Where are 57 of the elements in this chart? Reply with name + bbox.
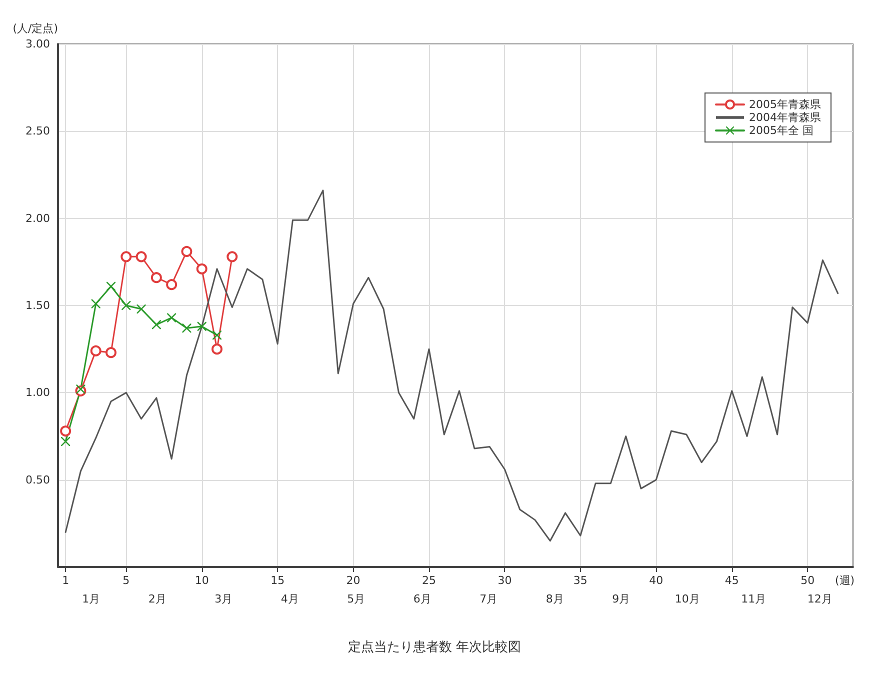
point (226, 251, 238, 262)
x-tick-label: 50 (800, 574, 815, 587)
text: 定点当たり患者数 年次比較図 (348, 640, 522, 655)
point (166, 279, 178, 290)
text: 9月 (612, 592, 630, 606)
text: 5月 (347, 592, 366, 606)
point (152, 320, 161, 330)
text: 1月 (82, 592, 100, 606)
y-tick-label: 2.00 (26, 212, 50, 225)
x-tick-label: 10 (194, 574, 209, 587)
point (212, 330, 222, 340)
text: 4月 (280, 592, 299, 606)
point (122, 301, 131, 310)
point (167, 313, 176, 322)
x-tick-label: 35 (573, 574, 588, 587)
x-axis-title: (週) (835, 574, 855, 587)
text: 11月 (741, 592, 766, 606)
point (197, 322, 206, 331)
text: 10月 (674, 592, 700, 606)
x-tick-label: 25 (422, 574, 436, 587)
x-tick-label: 40 (649, 574, 664, 587)
point (106, 347, 116, 358)
point (60, 426, 72, 437)
point (196, 263, 208, 274)
text: 7月 (480, 592, 498, 606)
point (120, 251, 132, 262)
point (182, 324, 192, 333)
text: 6月 (413, 592, 432, 606)
legend-label: 2005年青森県 (749, 98, 822, 111)
x-tick-label: 20 (346, 574, 360, 587)
x-tick-label: 15 (270, 574, 285, 587)
point (90, 345, 102, 356)
legend-label: 2005年全 国 (749, 124, 814, 137)
point (91, 299, 100, 308)
line-series (64, 190, 839, 542)
point (136, 251, 147, 262)
y-tick-label: 3.00 (26, 38, 50, 50)
text: 2月 (148, 592, 166, 606)
y-axis-title: (人/定点) (12, 22, 58, 35)
y-tick-label: 1.50 (26, 299, 50, 312)
text: 8月 (546, 592, 564, 606)
x-tick-label: 30 (498, 574, 512, 587)
point (136, 304, 146, 314)
y-tick-label: 2.50 (26, 124, 50, 138)
point (181, 246, 192, 257)
point (212, 344, 222, 355)
x-tick-label: 5 (122, 574, 130, 587)
point (76, 384, 86, 394)
legend-label: 2004年青森県 (749, 111, 822, 124)
x-tick-label: 1 (62, 574, 70, 587)
text: 3月 (214, 592, 233, 606)
point (150, 272, 162, 284)
point (106, 282, 116, 291)
text: 12月 (807, 592, 832, 606)
y-tick-label: 0.50 (26, 473, 50, 486)
x-tick-label: 45 (724, 574, 739, 587)
y-tick-label: 1.00 (26, 386, 50, 400)
